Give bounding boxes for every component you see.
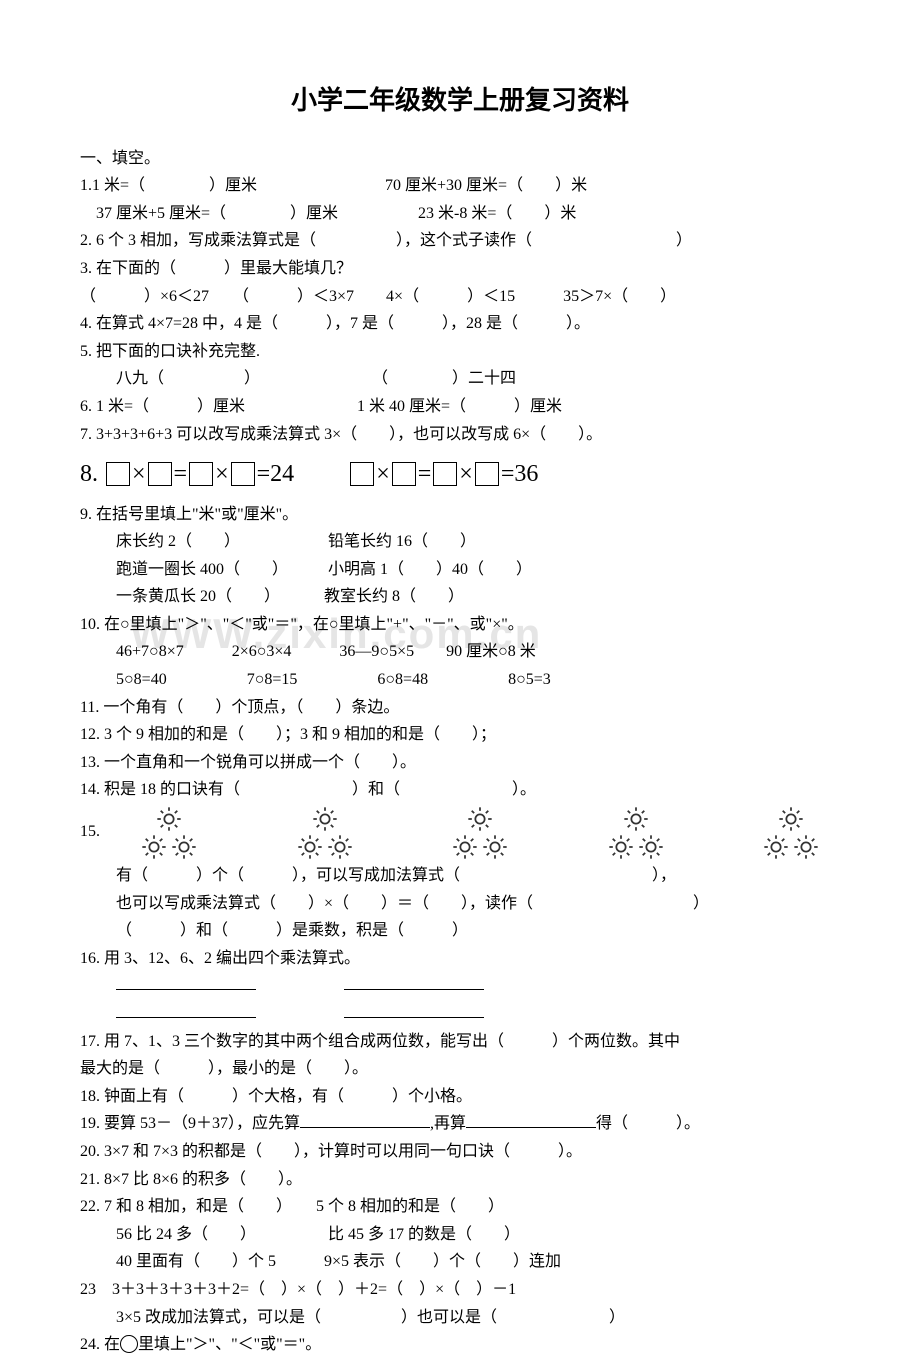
q18: 18. 钟面上有（ ）个大格，有（ ）个小格。 [80, 1084, 840, 1110]
q9: 9. 在括号里填上"米"或"厘米"。 [80, 502, 840, 528]
sun-group [607, 805, 665, 861]
blank-line [116, 1002, 256, 1018]
sun-icon [637, 833, 665, 861]
blank-line [344, 1002, 484, 1018]
q7: 7. 3+3+3+6+3 可以改写成乘法算式 3×（ ），也可以改写成 6×（ … [80, 422, 840, 448]
q15-row: 15. [80, 805, 840, 861]
q19c: 得（ ）。 [596, 1115, 700, 1132]
q22c: 40 里面有（ ）个 5 9×5 表示（ ）个（ ）连加 [80, 1249, 840, 1275]
page-title: 小学二年级数学上册复习资料 [80, 80, 840, 122]
blank-line [344, 974, 484, 990]
q14: 14. 积是 18 的口诀有（ ）和（ ）。 [80, 777, 840, 803]
sun-icon [311, 805, 339, 833]
q12: 12. 3 个 9 相加的和是（ ）；3 和 9 相加的和是（ ）； [80, 722, 840, 748]
box-icon [148, 462, 172, 486]
sun-icon [762, 833, 790, 861]
blank-line [116, 974, 256, 990]
q16-blanks2 [80, 1001, 840, 1027]
q9b: 跑道一圈长 400（ ） 小明高 1（ ）40（ ） [80, 557, 840, 583]
sun-icon [296, 833, 324, 861]
sun-icon [622, 805, 650, 833]
box-icon [106, 462, 130, 486]
q3-line2: （ ）×6＜27 （ ）＜3×7 4×（ ）＜15 35＞7×（ ） [80, 284, 840, 310]
q13: 13. 一个直角和一个锐角可以拼成一个（ ）。 [80, 750, 840, 776]
blank-line [300, 1112, 430, 1128]
q16-blanks1 [80, 973, 840, 999]
q15b: 也可以写成乘法算式（ ）×（ ）＝（ ），读作（ ） [80, 891, 840, 917]
q10a: 46+7○8×7 2×6○3×4 36―9○5×5 90 厘米○8 米 [80, 639, 840, 665]
q19b: ,再算 [430, 1115, 466, 1132]
sun-icon [607, 833, 635, 861]
q24a: 24. 在 [80, 1336, 120, 1353]
sun-icon [451, 833, 479, 861]
q3-line1: 3. 在下面的（ ）里最大能填几？ [80, 256, 840, 282]
q23a: 23 3＋3＋3＋3＋3＋2=（ ）×（ ）＋2=（ ）×（ ）－1 [80, 1277, 840, 1303]
q15c: （ ）和（ ）是乘数，积是（ ） [80, 918, 840, 944]
q5-line1: 5. 把下面的口诀补充完整. [80, 339, 840, 365]
sun-icon [140, 833, 168, 861]
q15a: 有（ ）个（ ），可以写成加法算式（ ）， [80, 863, 840, 889]
q15-label: 15. [80, 805, 100, 845]
q17a: 17. 用 7、1、3 三个数字的其中两个组合成两位数，能写出（ ）个两位数。其… [80, 1029, 840, 1055]
q11: 11. 一个角有（ ）个顶点，（ ）条边。 [80, 695, 840, 721]
q5-line2: 八九（ ） （ ）二十四 [80, 366, 840, 392]
q1-line1: 1.1 米=（ ）厘米 70 厘米+30 厘米=（ ）米 [80, 173, 840, 199]
q19a: 19. 要算 53－（9＋37），应先算 [80, 1115, 300, 1132]
q4: 4. 在算式 4×7=28 中，4 是（ ），7 是（ ），28 是（ ）。 [80, 311, 840, 337]
q9c: 一条黄瓜长 20（ ） 教室长约 8（ ） [80, 584, 840, 610]
sun-icon [170, 833, 198, 861]
box-icon [392, 462, 416, 486]
q8-eq2: =36 [501, 461, 539, 487]
sun-icon [466, 805, 494, 833]
q10: 10. 在○里填上"＞"、"＜"或"＝"，在○里填上"+"、"－"、或"×"。 [80, 612, 840, 638]
q10b: 5○8=40 7○8=15 6○8=48 8○5=3 [80, 667, 840, 693]
q22b: 56 比 24 多（ ） 比 45 多 17 的数是（ ） [80, 1222, 840, 1248]
q17b: 最大的是（ ），最小的是（ ）。 [80, 1056, 840, 1082]
q20: 20. 3×7 和 7×3 的积都是（ ），计算时可以用同一句口诀（ ）。 [80, 1139, 840, 1165]
q6: 6. 1 米=（ ）厘米 1 米 40 厘米=（ ）厘米 [80, 394, 840, 420]
section-header: 一、填空。 [80, 146, 840, 172]
box-icon [189, 462, 213, 486]
document-content: 小学二年级数学上册复习资料 一、填空。 1.1 米=（ ）厘米 70 厘米+30… [80, 80, 840, 1358]
q23b: 3×5 改成加法算式，可以是（ ）也可以是（ ） [80, 1305, 840, 1331]
q16: 16. 用 3、12、6、2 编出四个乘法算式。 [80, 946, 840, 972]
box-icon [231, 462, 255, 486]
suns-container [140, 805, 820, 861]
q24b: 里填上"＞"、"＜"或"＝"。 [138, 1336, 321, 1353]
circle-icon [120, 1335, 138, 1353]
q1-line2: 37 厘米+5 厘米=（ ）厘米 23 米-8 米=（ ）米 [80, 201, 840, 227]
sun-group [451, 805, 509, 861]
sun-icon [481, 833, 509, 861]
sun-icon [155, 805, 183, 833]
q8-prefix: 8. [80, 461, 104, 487]
sun-group [140, 805, 198, 861]
q24: 24. 在 里填上"＞"、"＜"或"＝"。 [80, 1332, 840, 1358]
box-icon [433, 462, 457, 486]
blank-line [466, 1112, 596, 1128]
q22a: 22. 7 和 8 相加，和是（ ） 5 个 8 相加的和是（ ） [80, 1194, 840, 1220]
q8: 8. ×=×=24 ×=×=36 [80, 455, 840, 493]
sun-icon [777, 805, 805, 833]
box-icon [350, 462, 374, 486]
box-icon [475, 462, 499, 486]
q19: 19. 要算 53－（9＋37），应先算 ,再算 得（ ）。 [80, 1111, 840, 1137]
q2: 2. 6 个 3 相加，写成乘法算式是（ ），这个式子读作（ ） [80, 228, 840, 254]
sun-icon [792, 833, 820, 861]
q9a: 床长约 2（ ） 铅笔长约 16（ ） [80, 529, 840, 555]
sun-group [296, 805, 354, 861]
sun-group [762, 805, 820, 861]
q21: 21. 8×7 比 8×6 的积多（ ）。 [80, 1167, 840, 1193]
q8-eq1: =24 [257, 461, 343, 487]
sun-icon [326, 833, 354, 861]
